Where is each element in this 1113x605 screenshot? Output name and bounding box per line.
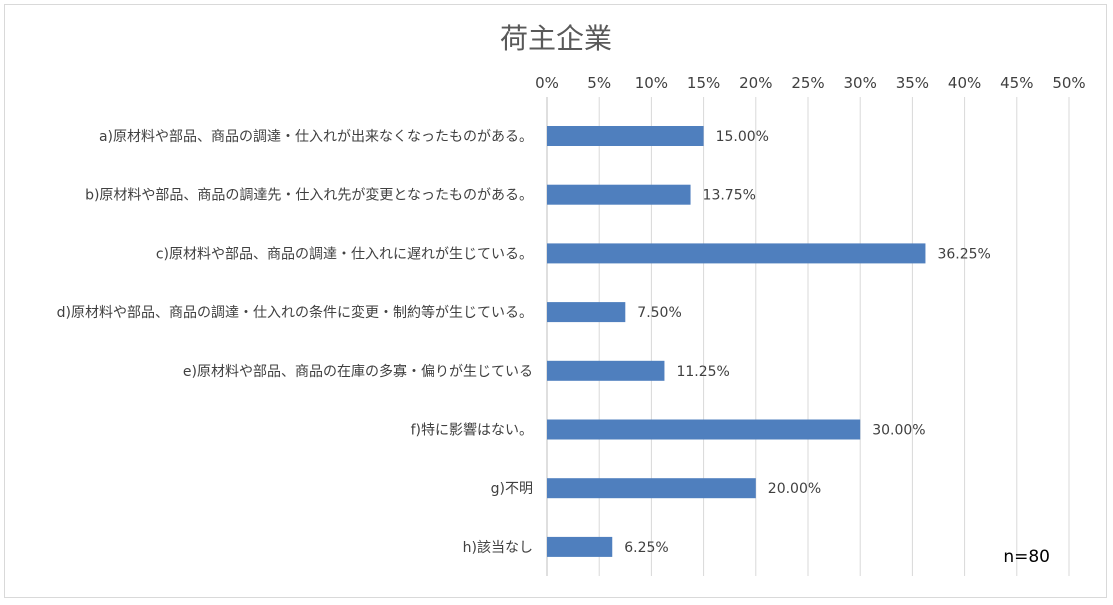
x-tick-label: 5% — [587, 74, 611, 92]
value-label: 6.25% — [624, 540, 668, 556]
x-axis-tick-labels: 0% 5% 10% 15% 20% 25% 30% 35% 40% 45% 50% — [535, 74, 1086, 92]
x-tick-label: 45% — [1000, 74, 1033, 92]
value-labels: 15.00% 13.75% 36.25% 7.50% 11.25% 30.00% 20.00… — [624, 129, 991, 556]
x-tick-label: 50% — [1052, 74, 1085, 92]
x-tick-label: 25% — [791, 74, 824, 92]
chart-title: 荷主企業 — [500, 22, 612, 55]
chart-frame — [4, 4, 1107, 598]
x-tick-label: 15% — [687, 74, 720, 92]
x-tick-label: 20% — [739, 74, 772, 92]
bars — [547, 126, 926, 557]
bar — [547, 126, 704, 146]
x-tick-label: 10% — [635, 74, 668, 92]
bar — [547, 360, 665, 381]
value-label: 7.50% — [637, 305, 681, 321]
category-label: b)原材料や部品、商品の調達先・仕入れ先が変更となったものがある。 — [85, 187, 533, 204]
category-labels: a)原材料や部品、商品の調達・仕入れが出来なくなったものがある。 b)原材料や部品… — [57, 129, 533, 556]
x-tick-label: 0% — [535, 74, 559, 92]
value-label: 13.75% — [703, 188, 756, 204]
bar — [547, 536, 613, 557]
bar — [547, 478, 756, 499]
value-label: 30.00% — [872, 423, 925, 439]
bar — [547, 419, 861, 440]
bar — [547, 184, 691, 205]
x-tick-label: 30% — [844, 74, 877, 92]
category-label: c)原材料や部品、商品の調達・仕入れに遅れが生じている。 — [156, 246, 533, 262]
value-label: 15.00% — [716, 129, 769, 145]
value-label: 11.25% — [676, 364, 729, 380]
category-label: h)該当なし — [463, 540, 533, 556]
category-label: g)不明 — [491, 481, 533, 497]
x-tick-label: 40% — [948, 74, 981, 92]
category-label: d)原材料や部品、商品の調達・仕入れの条件に変更・制約等が生じている。 — [57, 304, 533, 321]
value-label: 20.00% — [768, 481, 821, 497]
category-label: f)特に影響はない。 — [411, 422, 533, 439]
grid-lines — [546, 97, 1070, 576]
bar — [547, 243, 926, 264]
x-tick-label: 35% — [896, 74, 929, 92]
category-label: e)原材料や部品、商品の在庫の多寡・偏りが生じている — [183, 363, 533, 380]
category-label: a)原材料や部品、商品の調達・仕入れが出来なくなったものがある。 — [99, 129, 533, 145]
sample-size-note: n=80 — [1003, 547, 1050, 567]
value-label: 36.25% — [937, 246, 990, 262]
bar — [547, 302, 626, 323]
